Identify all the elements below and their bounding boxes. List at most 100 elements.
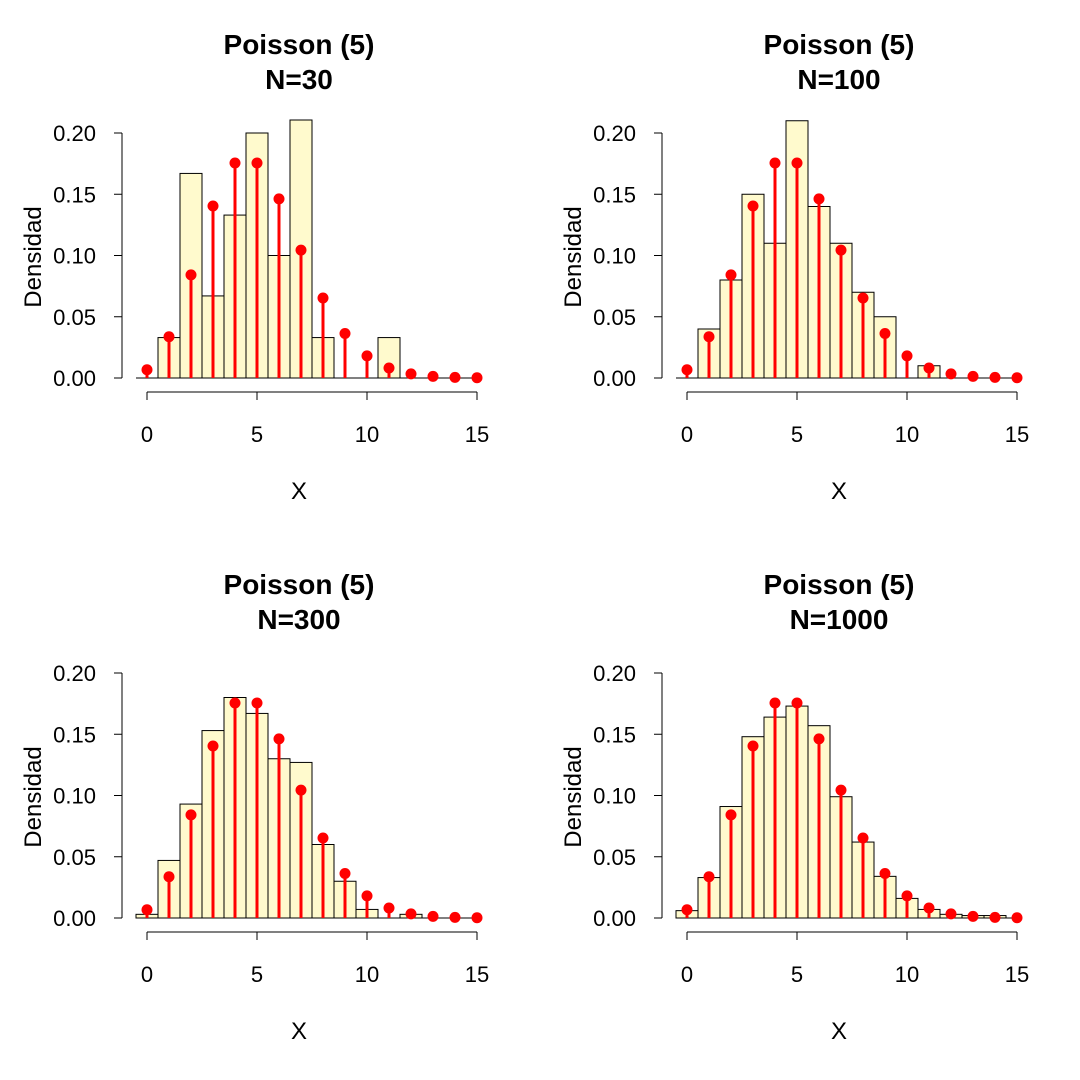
pmf-point [791, 157, 803, 169]
x-tick-label: 10 [895, 422, 919, 447]
x-tick-label: 10 [355, 962, 379, 987]
chart-title-line2: N=300 [257, 604, 341, 635]
pmf-point [989, 911, 1001, 923]
chart-title-line1: Poisson (5) [223, 569, 375, 600]
y-axis-label: Densidad [560, 746, 587, 848]
pmf-point [945, 908, 957, 920]
y-tick-label: 0.05 [593, 845, 636, 870]
poisson-pmf-series [681, 157, 1023, 384]
pmf-point [989, 371, 1001, 383]
pmf-point [449, 371, 461, 383]
x-tick-label: 5 [791, 962, 803, 987]
pmf-point [967, 370, 979, 382]
pmf-point [295, 784, 307, 796]
y-axis: 0.00 0.05 0.10 0.15 0.20 [593, 661, 663, 931]
y-tick-label: 0.10 [593, 784, 636, 809]
y-tick-label: 0.15 [53, 722, 96, 747]
x-tick-label: 15 [1005, 422, 1029, 447]
pmf-point [185, 809, 197, 821]
pmf-point [857, 292, 869, 304]
pmf-point [427, 370, 439, 382]
x-tick-label: 15 [465, 422, 489, 447]
x-tick-label: 0 [681, 962, 693, 987]
pmf-point [769, 157, 781, 169]
y-axis-label: Densidad [20, 206, 47, 308]
pmf-point [1011, 372, 1023, 384]
chart-title-line1: Poisson (5) [763, 29, 915, 60]
y-axis: 0.00 0.05 0.10 0.15 0.20 [53, 121, 123, 391]
poisson-pmf-series [141, 157, 483, 384]
pmf-point [769, 697, 781, 709]
y-axis-label: Densidad [560, 206, 587, 308]
pmf-point [361, 350, 373, 362]
y-tick-label: 0.20 [53, 121, 96, 146]
x-axis-label: X [830, 1018, 847, 1045]
pmf-point [747, 740, 759, 752]
pmf-point [273, 733, 285, 745]
y-tick-label: 0.00 [593, 366, 636, 391]
x-tick-label: 5 [251, 422, 263, 447]
pmf-point [449, 911, 461, 923]
plot-area: 0.00 0.05 0.10 0.15 0.20 0 5 10 15 [53, 661, 489, 987]
pmf-point [317, 292, 329, 304]
pmf-point [471, 912, 483, 924]
pmf-point [405, 908, 417, 920]
pmf-point [791, 697, 803, 709]
pmf-point [923, 362, 935, 374]
plot-area: 0.00 0.05 0.10 0.15 0.20 0 5 10 15 [53, 119, 489, 447]
x-axis-label: X [290, 1018, 307, 1045]
y-tick-label: 0.10 [593, 244, 636, 269]
y-tick-label: 0.05 [53, 305, 96, 330]
pmf-point [945, 368, 957, 380]
poisson-pmf-series [681, 697, 1023, 924]
pmf-point [725, 269, 737, 281]
x-tick-label: 10 [895, 962, 919, 987]
y-tick-label: 0.20 [53, 661, 96, 686]
y-tick-label: 0.00 [53, 366, 96, 391]
x-axis: 0 5 10 15 [141, 931, 489, 987]
pmf-point [427, 910, 439, 922]
pmf-point [879, 328, 891, 340]
pmf-point [383, 902, 395, 914]
y-tick-label: 0.10 [53, 244, 96, 269]
y-tick-label: 0.00 [593, 906, 636, 931]
poisson-pmf-series [141, 697, 483, 924]
x-tick-label: 0 [141, 422, 153, 447]
y-tick-label: 0.20 [593, 661, 636, 686]
x-tick-label: 0 [681, 422, 693, 447]
pmf-point [471, 372, 483, 384]
plot-area: 0.00 0.05 0.10 0.15 0.20 0 5 10 15 [593, 120, 1029, 447]
pmf-point [835, 784, 847, 796]
pmf-point [1011, 912, 1023, 924]
chart-panel-n100: Poisson (5) N=100 0.00 0.05 0.10 0.15 0.20 0 5… [540, 0, 1080, 540]
y-tick-label: 0.20 [593, 121, 636, 146]
pmf-point [251, 697, 263, 709]
pmf-point [141, 364, 153, 376]
pmf-point [813, 733, 825, 745]
x-axis-label: X [290, 478, 307, 505]
x-axis: 0 5 10 15 [681, 931, 1029, 987]
chart-title-line2: N=30 [265, 64, 333, 95]
pmf-point [725, 809, 737, 821]
y-tick-label: 0.05 [593, 305, 636, 330]
pmf-point [251, 157, 263, 169]
pmf-point [879, 868, 891, 880]
y-axis-label: Densidad [20, 746, 47, 848]
x-axis: 0 5 10 15 [681, 391, 1029, 447]
y-axis: 0.00 0.05 0.10 0.15 0.20 [53, 661, 123, 931]
x-tick-label: 10 [355, 422, 379, 447]
pmf-point [383, 362, 395, 374]
chart-title-line2: N=100 [797, 64, 881, 95]
plot-area: 0.00 0.05 0.10 0.15 0.20 0 5 10 15 [593, 661, 1029, 987]
pmf-point [901, 890, 913, 902]
y-axis: 0.00 0.05 0.10 0.15 0.20 [593, 121, 663, 391]
y-tick-label: 0.10 [53, 784, 96, 809]
y-tick-label: 0.15 [593, 182, 636, 207]
x-tick-label: 15 [1005, 962, 1029, 987]
x-axis: 0 5 10 15 [141, 391, 489, 447]
pmf-point [813, 193, 825, 205]
pmf-point [703, 331, 715, 343]
pmf-point [835, 244, 847, 256]
pmf-point [185, 269, 197, 281]
